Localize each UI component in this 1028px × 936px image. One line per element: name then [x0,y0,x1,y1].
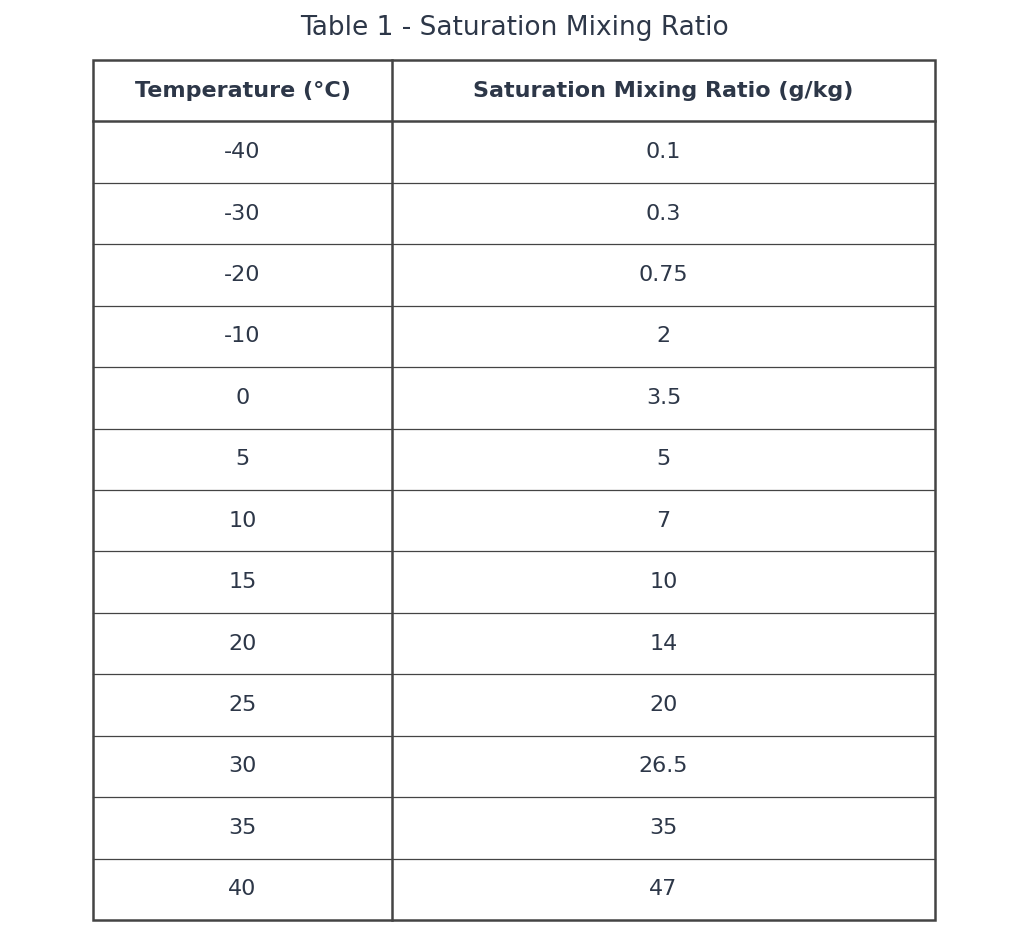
Text: 47: 47 [650,879,677,899]
Text: 35: 35 [650,818,677,838]
Text: -10: -10 [224,327,261,346]
Text: -40: -40 [224,142,261,162]
Text: 25: 25 [228,695,257,715]
Text: 3.5: 3.5 [646,388,682,408]
Text: 10: 10 [650,572,677,592]
Text: -30: -30 [224,203,261,224]
Text: 0.1: 0.1 [646,142,682,162]
Text: 40: 40 [228,879,257,899]
Text: 10: 10 [228,511,257,531]
Text: 0.3: 0.3 [646,203,682,224]
Text: 35: 35 [228,818,257,838]
Text: 0.75: 0.75 [638,265,689,285]
Text: 20: 20 [650,695,677,715]
Text: -20: -20 [224,265,261,285]
Text: Table 1 - Saturation Mixing Ratio: Table 1 - Saturation Mixing Ratio [299,15,729,41]
Text: 0: 0 [235,388,250,408]
Text: 14: 14 [650,634,677,653]
Text: 7: 7 [657,511,670,531]
Bar [93,60,935,920]
Text: 30: 30 [228,756,257,777]
Text: 5: 5 [656,449,670,469]
Text: Temperature (°C): Temperature (°C) [135,80,351,101]
Text: 26.5: 26.5 [638,756,688,777]
Text: 15: 15 [228,572,257,592]
Text: 2: 2 [657,327,670,346]
Bar [93,60,935,920]
Text: 5: 5 [235,449,250,469]
Text: Saturation Mixing Ratio (g/kg): Saturation Mixing Ratio (g/kg) [473,80,853,101]
Text: 20: 20 [228,634,257,653]
